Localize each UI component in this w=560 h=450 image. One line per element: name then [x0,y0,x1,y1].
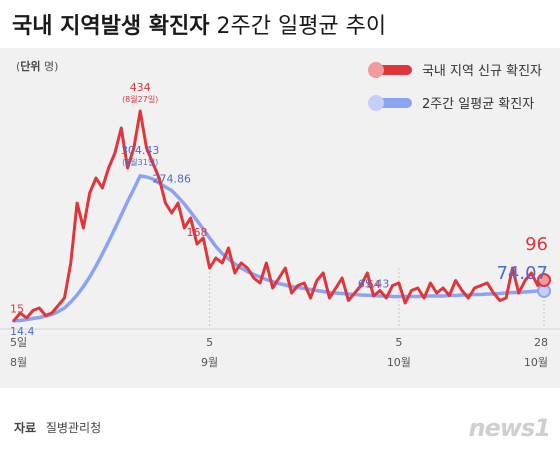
legend-label-avg: 2주간 일평균 확진자 [421,97,535,112]
avg-data-label: 14.4 [10,325,35,338]
source-value: 질병관리청 [45,421,102,435]
daily-data-label: 434 [130,81,151,94]
avg-data-label: 74.07 [496,263,548,284]
legend-item-avg: 2주간 일평균 확진자 [367,93,542,112]
chart-title: 국내 지역발생 확진자 2주간 일평균 추이 [12,8,386,40]
chart-area: 15 434 (8월27일) 168 64 96 14.4 304.43 (8월31일) 274.… [0,48,560,388]
legend-item-daily: 국내 지역 신규 확진자 [367,60,542,79]
series-line-avg [12,174,546,323]
avg-data-label-sub: (8월31일) [122,157,158,167]
avg-data-label: 65.43 [358,278,390,291]
daily-data-label: 15 [10,303,24,316]
daily-data-label: 168 [186,226,207,239]
news1-logo: news1 [468,414,551,442]
x-tick-month: 10월 [387,356,411,369]
legend-swatch-avg [367,94,412,111]
x-tick-day: 5일 [10,335,27,349]
legend-swatch-daily [367,61,412,78]
source-label: 자료 [14,421,37,435]
line-chart: 15 434(8월27일) 168 64 96 14.4 304.43(8월31일) 274.… [0,81,560,369]
unit-value: 명 [44,60,55,73]
legend-label-daily: 국내 지역 신규 확진자 [421,64,542,79]
avg-data-label: 304.43 [121,144,160,157]
x-tick-day: 28 [534,336,548,349]
legend: 국내 지역 신규 확진자 2주간 일평균 확진자 [367,60,542,126]
daily-data-label: 96 [525,234,548,255]
series-line-daily [12,109,546,322]
x-tick-month: 10월 [524,356,548,369]
title-light: 2주간 일평균 추이 [216,14,387,39]
source: 자료 질병관리청 [14,419,101,436]
daily-data-label-sub: (8월27일) [122,94,158,104]
unit-key: 단위 [20,60,41,73]
daily-data-label: 64 [367,278,381,291]
x-tick-day: 5 [206,336,213,349]
unit-label: (단위 명) [16,60,59,73]
x-tick-month: 9월 [201,356,218,369]
daily-end-marker [537,273,551,287]
title-bold: 국내 지역발생 확진자 [12,14,210,39]
x-tick-month: 8월 [10,356,27,369]
x-tick-day: 5 [395,336,402,349]
avg-data-label: 274.86 [152,173,191,186]
